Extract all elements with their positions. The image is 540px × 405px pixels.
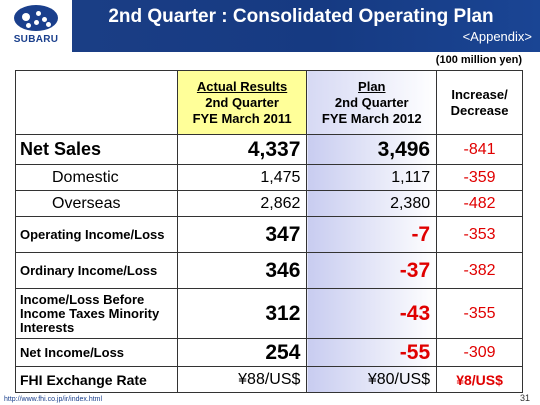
table-row: Domestic 1,475 1,117 -359 bbox=[15, 164, 523, 191]
cell-diff: -309 bbox=[436, 338, 523, 367]
logo-wordmark: SUBARU bbox=[13, 34, 59, 45]
cell-diff: -355 bbox=[436, 288, 523, 339]
header-bar: SUBARU 2nd Quarter : Consolidated Operat… bbox=[0, 0, 540, 52]
cell-actual: 2,862 bbox=[176, 190, 308, 217]
footer-link[interactable]: http://www.fhi.co.jp/ir/index.html bbox=[4, 396, 103, 403]
header-diff-line1: Increase/ bbox=[451, 86, 508, 102]
table-header-row: Actual Results 2nd Quarter FYE March 201… bbox=[15, 70, 523, 135]
cell-plan: ¥80/US$ bbox=[306, 366, 438, 393]
header-diff-line2: Decrease bbox=[450, 102, 509, 118]
cell-actual: ¥88/US$ bbox=[176, 366, 308, 393]
cell-diff: -841 bbox=[436, 134, 523, 165]
table-row: Ordinary Income/Loss 346 -37 -382 bbox=[15, 252, 523, 289]
table-row: Overseas 2,862 2,380 -482 bbox=[15, 190, 523, 217]
table-row: Net Sales 4,337 3,496 -841 bbox=[15, 134, 523, 165]
row-label: Ordinary Income/Loss bbox=[15, 252, 178, 289]
header-diff: Increase/ Decrease bbox=[436, 70, 523, 135]
row-label: Operating Income/Loss bbox=[15, 216, 178, 253]
header-plan-line2: 2nd Quarter bbox=[334, 94, 409, 110]
table-row: Net Income/Loss 254 -55 -309 bbox=[15, 338, 523, 367]
row-label: Net Sales bbox=[15, 134, 178, 165]
header-empty-cell bbox=[15, 70, 178, 135]
cell-actual: 4,337 bbox=[176, 134, 308, 165]
cell-diff: -382 bbox=[436, 252, 523, 289]
subaru-logo: SUBARU bbox=[0, 0, 72, 52]
cell-actual: 346 bbox=[176, 252, 308, 289]
row-label: Overseas bbox=[15, 190, 178, 217]
pleiades-emblem-icon bbox=[14, 5, 58, 31]
row-label: Net Income/Loss bbox=[15, 338, 178, 367]
cell-diff: -482 bbox=[436, 190, 523, 217]
cell-plan: 3,496 bbox=[306, 134, 438, 165]
cell-diff: -359 bbox=[436, 164, 523, 191]
cell-diff: ¥8/US$ bbox=[436, 366, 523, 393]
cell-actual: 1,475 bbox=[176, 164, 308, 191]
page-subtitle: <Appendix> bbox=[462, 29, 532, 44]
cell-actual: 347 bbox=[176, 216, 308, 253]
row-label: FHI Exchange Rate bbox=[15, 366, 178, 393]
cell-plan: -43 bbox=[306, 288, 438, 339]
cell-plan: -55 bbox=[306, 338, 438, 367]
cell-plan: -7 bbox=[306, 216, 438, 253]
cell-plan: 2,380 bbox=[306, 190, 438, 217]
header-plan-line3: FYE March 2012 bbox=[321, 110, 422, 126]
table-row: Income/Loss Before Income Taxes Minority… bbox=[15, 288, 523, 339]
row-label: Income/Loss Before Income Taxes Minority… bbox=[15, 288, 178, 339]
page-number: 31 bbox=[519, 393, 530, 403]
page-title: 2nd Quarter : Consolidated Operating Pla… bbox=[108, 6, 494, 27]
row-label: Domestic bbox=[15, 164, 178, 191]
header-actual-line2: 2nd Quarter bbox=[205, 94, 279, 110]
cell-plan: 1,117 bbox=[306, 164, 438, 191]
cell-diff: -353 bbox=[436, 216, 523, 253]
header-actual: Actual Results 2nd Quarter FYE March 201… bbox=[176, 70, 308, 135]
header-plan: Plan 2nd Quarter FYE March 2012 bbox=[306, 70, 438, 135]
header-plan-line1: Plan bbox=[358, 78, 386, 94]
table-row: FHI Exchange Rate ¥88/US$ ¥80/US$ ¥8/US$ bbox=[15, 366, 523, 393]
cell-plan: -37 bbox=[306, 252, 438, 289]
operating-plan-table: Actual Results 2nd Quarter FYE March 201… bbox=[15, 70, 523, 393]
header-actual-line1: Actual Results bbox=[196, 78, 288, 94]
cell-actual: 254 bbox=[176, 338, 308, 367]
table-row: Operating Income/Loss 347 -7 -353 bbox=[15, 216, 523, 253]
cell-actual: 312 bbox=[176, 288, 308, 339]
unit-note: (100 million yen) bbox=[435, 54, 522, 66]
header-actual-line3: FYE March 2011 bbox=[192, 110, 292, 126]
